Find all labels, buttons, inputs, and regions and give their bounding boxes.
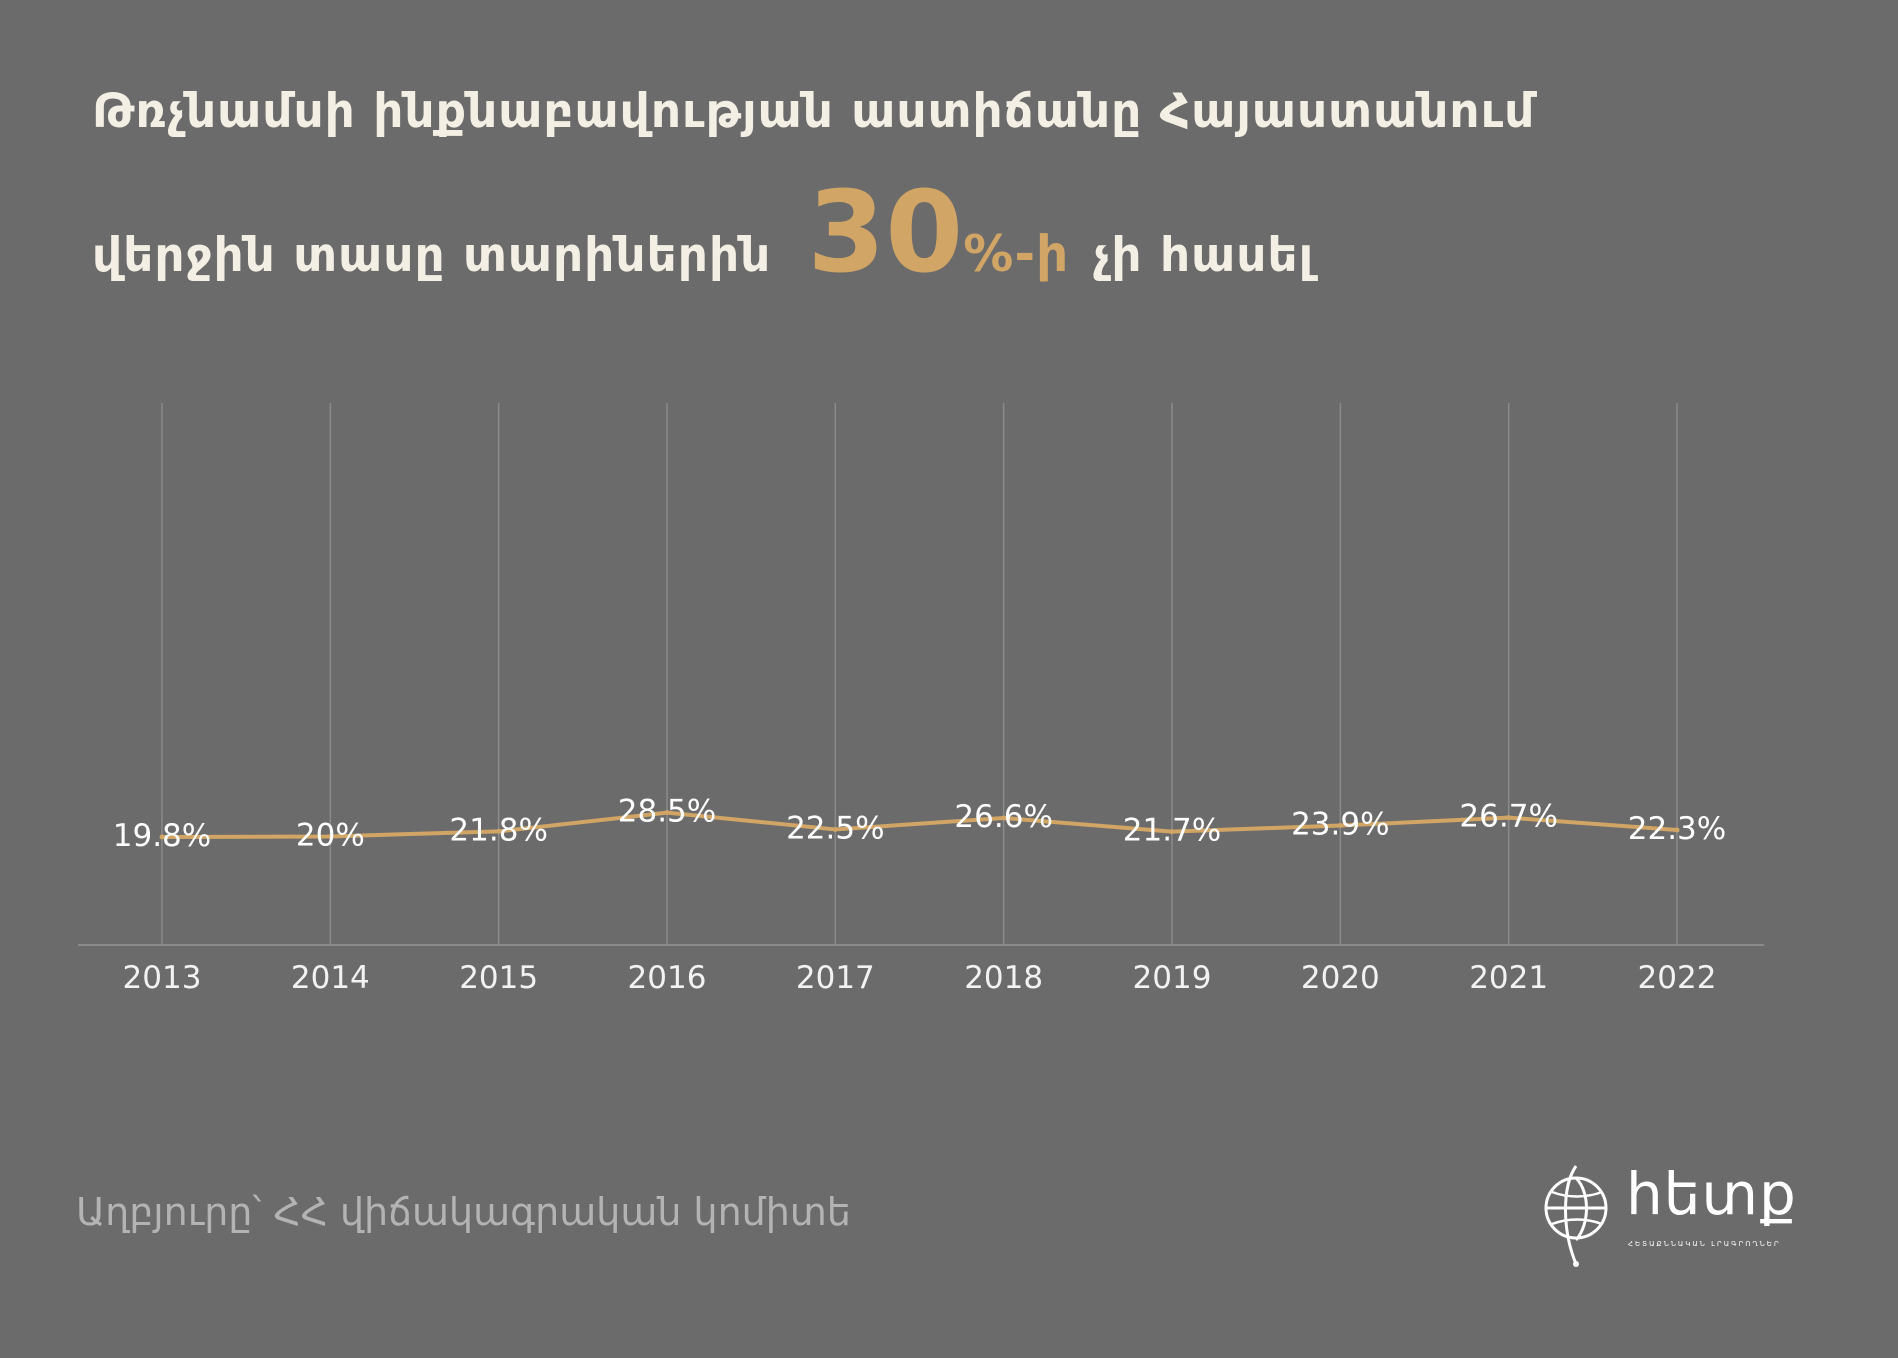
data-label-2019: 21.7%: [1123, 813, 1221, 849]
data-point-2014: [327, 833, 333, 839]
hetq-logo: hետք ՀԵՏԱՔՆՆԱԿԱՆ ԼՐԱԳՐՈՂՆԵՐ: [1540, 1158, 1796, 1268]
globe-pin-icon: [1544, 1165, 1608, 1267]
data-label-2016: 28.5%: [618, 794, 716, 830]
logo-wordmark: hետք: [1626, 1160, 1797, 1228]
series-line: [160, 810, 1679, 839]
data-label-2022: 22.3%: [1628, 811, 1726, 847]
x-tick-label-2014: 2014: [291, 960, 370, 996]
chart-title-line-2: վերջին տասը տարիներին 30 %-ի չի հասել: [92, 168, 1314, 298]
source-note: Աղբյուրը՝ ՀՀ վիճակագրական կոմիտե: [76, 1190, 851, 1234]
logo-tagline: ՀԵՏԱՔՆՆԱԿԱՆ ԼՐԱԳՐՈՂՆԵՐ: [1628, 1240, 1781, 1248]
x-tick-label-2013: 2013: [123, 960, 202, 996]
data-point-2013: [159, 834, 165, 840]
data-label-2013: 19.8%: [113, 818, 211, 854]
data-label-2017: 22.5%: [786, 810, 884, 846]
title-highlight-number: 30: [807, 168, 964, 298]
data-point-2021: [1506, 815, 1512, 821]
title-suffix: չի հասել: [1093, 228, 1315, 283]
data-point-2018: [1001, 815, 1007, 821]
data-point-2017: [832, 826, 838, 832]
data-label-2015: 21.8%: [449, 812, 547, 848]
data-label-2020: 23.9%: [1291, 807, 1389, 843]
data-label-2021: 26.7%: [1459, 799, 1557, 835]
x-tick-label-2015: 2015: [459, 960, 538, 996]
data-point-2016: [664, 810, 670, 816]
x-tick-label-2020: 2020: [1301, 960, 1380, 996]
data-point-2019: [1169, 829, 1175, 835]
x-tick-label-2021: 2021: [1469, 960, 1548, 996]
data-label-2014: 20%: [296, 817, 365, 853]
title-highlight-suffix: %-ի: [963, 225, 1070, 283]
title-prefix: վերջին տասը տարիներին: [92, 228, 772, 283]
x-tick-label-2019: 2019: [1133, 960, 1212, 996]
x-tick-label-2017: 2017: [796, 960, 875, 996]
data-label-2018: 26.6%: [954, 799, 1052, 835]
x-tick-label-2022: 2022: [1638, 960, 1717, 996]
x-tick-label-2018: 2018: [964, 960, 1043, 996]
data-point-2022: [1674, 827, 1680, 833]
chart-title-line-1: Թռչնամսի ինքնաբավության աստիճանը Հայաստա…: [92, 84, 1536, 139]
x-tick-label-2016: 2016: [628, 960, 707, 996]
data-point-2015: [496, 828, 502, 834]
data-point-2020: [1337, 823, 1343, 829]
